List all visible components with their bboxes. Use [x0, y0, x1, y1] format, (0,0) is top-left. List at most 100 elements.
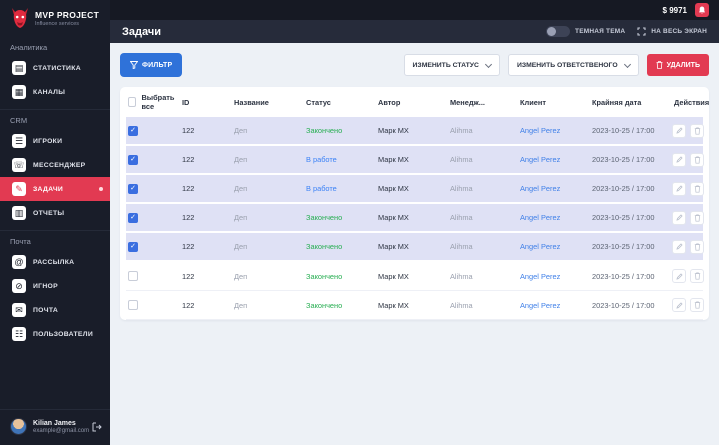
client-link[interactable]: Angel Perez	[520, 271, 561, 281]
table-header-row: Выбрать все ID Название Статус Автор Мен…	[126, 87, 709, 117]
trash-icon	[694, 155, 700, 164]
delete-button[interactable]: УДАЛИТЬ	[646, 54, 709, 76]
column-header-name: Название	[234, 97, 269, 107]
client-link[interactable]: Angel Perez	[520, 155, 561, 164]
change-status-dropdown[interactable]: ИЗМЕНИТЬ СТАТУС	[403, 54, 500, 76]
edit-button[interactable]	[672, 239, 686, 254]
cell-manager: Alihma	[450, 242, 473, 251]
row-checkbox[interactable]	[128, 154, 138, 165]
table-row[interactable]: 122 Деп В работе Марк MX Alihma Angel Pe…	[126, 146, 706, 175]
fullscreen-button[interactable]: НА ВЕСЬ ЭКРАН	[637, 27, 707, 36]
logout-icon[interactable]	[92, 422, 102, 432]
statistics-icon: ▤	[12, 61, 26, 75]
dark-theme-toggle[interactable]: ТЕМНАЯ ТЕМА	[546, 26, 625, 37]
sidebar: MVP PROJECT Influence services Аналитика…	[0, 0, 110, 445]
delete-row-button[interactable]	[690, 152, 704, 167]
edit-button[interactable]	[672, 298, 686, 312]
delete-row-button[interactable]	[690, 269, 704, 283]
client-link[interactable]: Angel Perez	[520, 126, 561, 135]
row-checkbox[interactable]	[128, 212, 138, 223]
sidebar-item-mailing[interactable]: @ РАССЫЛКА	[0, 250, 110, 274]
column-header-manager: Менедж...	[450, 97, 485, 107]
cell-author: Марк MX	[378, 213, 409, 222]
cell-deadline: 2023-10-25 / 17:00	[592, 126, 655, 135]
sidebar-item-tasks[interactable]: ✎ ЗАДАЧИ	[0, 177, 110, 201]
logo-title: MVP PROJECT	[35, 9, 100, 20]
notification-dot	[99, 187, 103, 191]
balance-amount: $ 9971	[662, 5, 687, 15]
select-all-checkbox[interactable]	[128, 97, 137, 107]
edit-button[interactable]	[672, 152, 686, 167]
sidebar-item-users[interactable]: ☷ ПОЛЬЗОВАТЕЛИ	[0, 322, 110, 346]
notifications-button[interactable]	[695, 3, 709, 17]
cell-name: Деп	[234, 271, 248, 281]
sidebar-item-statistics[interactable]: ▤ СТАТИСТИКА	[0, 56, 110, 80]
table-row[interactable]: 122 Деп Закончено Марк MX Alihma Angel P…	[126, 204, 704, 233]
edit-button[interactable]	[672, 210, 686, 225]
sidebar-item-mail[interactable]: ✉ ПОЧТА	[0, 298, 110, 322]
pencil-icon	[675, 127, 683, 134]
column-header-client: Клиент	[520, 97, 546, 107]
row-actions	[672, 123, 706, 138]
page-title: Задачи	[122, 25, 161, 38]
nav-section-crm: CRM ☰ ИГРОКИ ☏ МЕССЕНДЖЕР ✎ ЗАДАЧИ ▥ ОТЧ…	[0, 109, 110, 227]
client-link[interactable]: Angel Perez	[520, 242, 561, 251]
edit-button[interactable]	[672, 269, 686, 283]
cell-author: Марк MX	[378, 300, 409, 310]
table-row[interactable]: 122 Деп Закончено Марк MX Alihma Angel P…	[126, 117, 706, 146]
cell-id: 122	[182, 155, 195, 164]
tasks-table: Выбрать все ID Название Статус Автор Мен…	[120, 87, 709, 320]
sidebar-item-label: ПОЛЬЗОВАТЕЛИ	[33, 330, 94, 338]
row-checkbox[interactable]	[128, 300, 138, 310]
delete-row-button[interactable]	[690, 210, 704, 225]
row-checkbox[interactable]	[128, 241, 138, 252]
edit-button[interactable]	[672, 181, 686, 196]
sidebar-item-ignore[interactable]: ⊘ ИГНОР	[0, 274, 110, 298]
table-row[interactable]: 122 Деп Закончено Марк MX Alihma Angel P…	[126, 233, 704, 262]
delete-row-button[interactable]	[690, 181, 704, 196]
select-all-cell: Выбрать все	[126, 93, 180, 111]
filter-label: ФИЛЬТР	[142, 61, 173, 69]
filter-button[interactable]: ФИЛЬТР	[120, 53, 183, 77]
row-select-cell	[126, 271, 180, 281]
column-header-deadline: Крайняя дата	[592, 97, 642, 107]
table-body: 122 Деп Закончено Марк MX Alihma Angel P…	[126, 117, 706, 320]
cell-name: Деп	[234, 184, 248, 193]
delete-row-button[interactable]	[690, 123, 704, 138]
table-row[interactable]: 122 Деп В работе Марк MX Alihma Angel Pe…	[126, 175, 704, 204]
sidebar-item-reports[interactable]: ▥ ОТЧЕТЫ	[0, 201, 110, 225]
toggle-track[interactable]	[546, 26, 571, 37]
cell-author: Марк MX	[378, 155, 409, 164]
row-actions	[672, 152, 706, 167]
change-assignee-dropdown[interactable]: ИЗМЕНИТЬ ОТВЕТСТВЕНОГО	[507, 54, 639, 76]
filter-icon	[130, 61, 138, 69]
row-checkbox[interactable]	[128, 183, 138, 194]
table-row[interactable]: 122 Деп Закончено Марк MX Alihma Angel P…	[126, 262, 704, 291]
client-link[interactable]: Angel Perez	[520, 213, 561, 222]
client-link[interactable]: Angel Perez	[520, 184, 561, 193]
edit-button[interactable]	[672, 123, 686, 138]
sidebar-item-players[interactable]: ☰ ИГРОКИ	[0, 129, 110, 153]
delete-row-button[interactable]	[690, 298, 704, 312]
users-icon: ☷	[12, 327, 26, 341]
delete-row-button[interactable]	[690, 239, 704, 254]
cell-author: Марк MX	[378, 184, 409, 193]
logo-text: MVP PROJECT Influence services	[35, 10, 99, 27]
page-header: Задачи ТЕМНАЯ ТЕМА НА ВЕСЬ ЭКРАН	[110, 20, 719, 43]
row-checkbox[interactable]	[128, 125, 138, 136]
devil-mascot-icon	[12, 8, 28, 28]
column-header-status: Статус	[306, 97, 331, 107]
table-row[interactable]: 122 Деп Закончено Марк MX Alihma Angel P…	[126, 291, 704, 320]
cell-author: Марк MX	[378, 126, 409, 135]
sidebar-item-messenger[interactable]: ☏ МЕССЕНДЖЕР	[0, 153, 110, 177]
client-link[interactable]: Angel Perez	[520, 300, 561, 310]
pencil-icon	[675, 272, 683, 280]
bell-icon	[699, 6, 705, 14]
fullscreen-icon	[637, 27, 646, 36]
toolbar-right: ИЗМЕНИТЬ СТАТУС ИЗМЕНИТЬ ОТВЕТСТВЕНОГО У…	[403, 54, 709, 76]
user-profile[interactable]: Kilian James example@gmail.com	[0, 409, 110, 445]
cell-name: Деп	[234, 300, 248, 310]
nav-section-mail: Почта @ РАССЫЛКА ⊘ ИГНОР ✉ ПОЧТА ☷ ПОЛЬЗ…	[0, 230, 110, 348]
sidebar-item-channels[interactable]: ▦ КАНАЛЫ	[0, 80, 110, 104]
row-checkbox[interactable]	[128, 271, 138, 281]
